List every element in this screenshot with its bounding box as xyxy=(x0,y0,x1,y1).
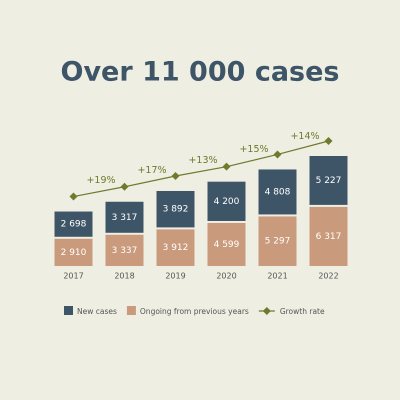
value-label: 3 337 xyxy=(112,246,138,256)
bar-segment xyxy=(54,211,93,237)
line-marker xyxy=(222,162,231,171)
value-label: 4 200 xyxy=(214,197,240,207)
value-label: 2 698 xyxy=(61,220,87,230)
growth-label: +15% xyxy=(239,144,268,155)
legend-swatch xyxy=(64,306,73,315)
bar-segment xyxy=(207,222,246,266)
bar-segment xyxy=(258,169,297,215)
value-label: 5 227 xyxy=(316,176,342,186)
growth-label: +17% xyxy=(137,165,166,176)
bar-segment xyxy=(54,238,93,266)
x-tick-label: 2020 xyxy=(216,272,236,281)
bar-segment xyxy=(207,181,246,221)
bar-segment xyxy=(309,156,348,205)
line-marker xyxy=(324,137,333,145)
legend-label: New cases xyxy=(77,307,117,316)
x-tick-label: 2017 xyxy=(63,272,83,281)
line-segment xyxy=(175,166,227,177)
growth-label: +19% xyxy=(86,175,115,186)
line-segment xyxy=(124,175,176,188)
value-label: 6 317 xyxy=(316,232,342,242)
x-tick-label: 2018 xyxy=(114,272,134,281)
bar-segment xyxy=(309,206,348,266)
legend-label: Growth rate xyxy=(280,307,325,316)
value-label: 4 599 xyxy=(214,240,240,250)
value-label: 2 910 xyxy=(61,248,87,258)
value-label: 4 808 xyxy=(265,187,291,197)
bar-segment xyxy=(105,234,144,266)
legend-swatch xyxy=(126,306,136,315)
chart-title: Over 11 000 cases xyxy=(61,57,340,88)
legend-marker xyxy=(262,307,271,315)
legend-label: Ongoing from previous years xyxy=(140,307,249,316)
value-label: 3 912 xyxy=(163,243,189,253)
x-tick-label: 2022 xyxy=(318,272,338,281)
x-tick-label: 2019 xyxy=(165,272,185,281)
line-marker xyxy=(120,182,129,191)
bar-segment xyxy=(156,190,195,228)
line-marker xyxy=(273,150,282,159)
growth-label: +14% xyxy=(290,131,319,142)
x-tick-label: 2021 xyxy=(267,272,287,281)
growth-label: +13% xyxy=(188,155,217,166)
value-label: 3 892 xyxy=(163,205,189,215)
line-segment xyxy=(277,140,329,156)
bar-segment xyxy=(105,201,144,233)
line-segment xyxy=(73,186,125,198)
line-segment xyxy=(226,153,278,168)
line-marker xyxy=(171,171,180,180)
bar-segment xyxy=(156,229,195,266)
bar-segment xyxy=(258,216,297,266)
line-marker xyxy=(69,192,78,201)
value-label: 5 297 xyxy=(265,237,291,247)
value-label: 3 317 xyxy=(112,213,138,223)
